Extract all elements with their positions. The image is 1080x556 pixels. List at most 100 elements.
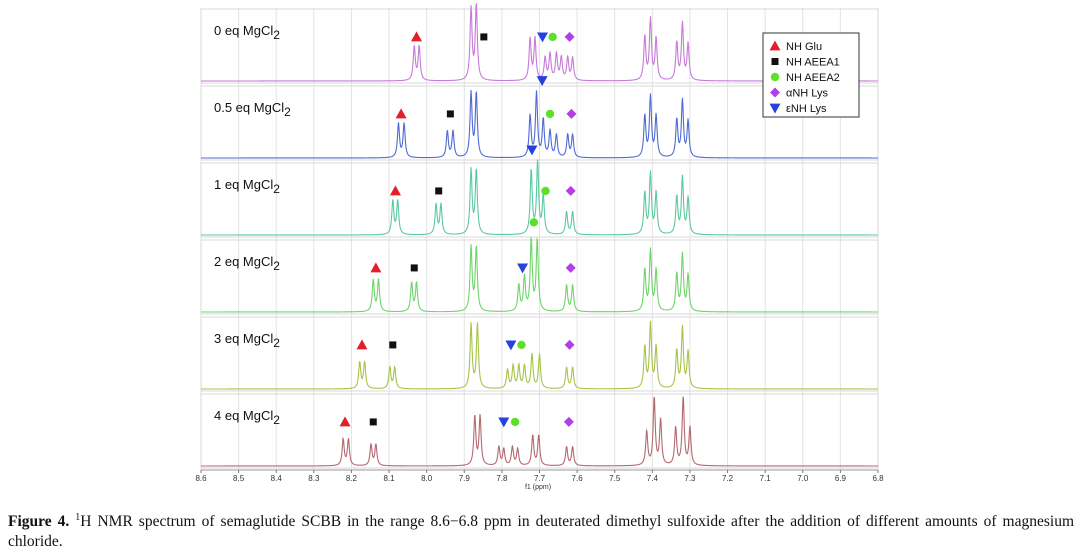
panel-label: 1 eq MgCl2 [214, 177, 280, 196]
panel-label-main: 2 eq MgCl [214, 254, 273, 269]
alpha-nh-lys-marker [566, 108, 577, 119]
spectrum-panel: 2 eq MgCl2 [201, 218, 878, 313]
x-tick-label: 7.0 [797, 474, 809, 483]
epsilon-nh-lys-marker [498, 417, 510, 428]
epsilon-nh-lys-marker [769, 103, 781, 114]
spectrum-line [201, 236, 878, 313]
panel-label: 0 eq MgCl2 [214, 23, 280, 42]
panel-frame [200, 239, 879, 315]
panel-label-subscript: 2 [273, 336, 280, 350]
nh-aeea1-marker [435, 187, 443, 195]
nh-aeea1-marker [369, 418, 377, 426]
x-tick-label: 7.7 [534, 474, 546, 483]
epsilon-nh-lys-marker [537, 32, 549, 43]
x-tick-label: 7.6 [572, 474, 584, 483]
caption-text: H NMR spectrum of semaglutide SCBB in th… [8, 513, 1075, 551]
x-tick-label: 8.5 [233, 474, 245, 483]
spectrum-panel: 3 eq MgCl2 [201, 320, 878, 390]
alpha-nh-lys-marker [770, 87, 780, 98]
nh-aeea2-marker [545, 109, 555, 119]
panel-label-subscript: 2 [273, 259, 280, 273]
nh-glu-marker [411, 31, 423, 42]
panel-label-main: 0.5 eq MgCl [214, 100, 284, 115]
legend-entry-label: NH Glu [786, 41, 822, 53]
nh-glu-marker [339, 416, 351, 427]
x-tick-label: 7.9 [459, 474, 471, 483]
panel-label-subscript: 2 [273, 182, 280, 196]
panel-label-main: 1 eq MgCl [214, 177, 273, 192]
x-tick-label: 8.6 [195, 474, 207, 483]
panel-label-main: 3 eq MgCl [214, 331, 273, 346]
spectrum-panel: 0.5 eq MgCl2 [201, 76, 878, 159]
epsilon-nh-lys-marker [526, 145, 538, 156]
panel-label-main: 0 eq MgCl [214, 23, 273, 38]
x-tick-label: 7.2 [722, 474, 734, 483]
x-tick-label: 6.8 [872, 474, 884, 483]
legend-box [762, 32, 860, 118]
legend-entry-label: NH AEEA2 [786, 72, 840, 84]
caption-label: Figure 4. [8, 513, 70, 531]
x-tick-label: 7.4 [647, 474, 659, 483]
spectrum-line [201, 159, 878, 236]
nh-aeea1-marker [389, 341, 397, 349]
panel-label: 3 eq MgCl2 [214, 331, 280, 350]
panel-label-main: 4 eq MgCl [214, 408, 273, 423]
nh-aeea2-marker [770, 72, 780, 82]
legend-entry-label: αNH Lys [786, 88, 829, 100]
x-tick-label: 6.9 [835, 474, 847, 483]
x-axis: 8.6 8.5 8.4 8.3 8.2 8.1 8.0 7.9 7.8 7.7 7.6 7.5 7.4 7… [195, 469, 884, 483]
x-tick-label: 8.3 [308, 474, 320, 483]
epsilon-nh-lys-marker [536, 76, 548, 86]
nh-aeea2-marker [529, 218, 539, 227]
panel-label: 0.5 eq MgCl2 [214, 100, 291, 119]
x-tick-label: 7.1 [760, 474, 772, 483]
alpha-nh-lys-marker [563, 416, 574, 427]
x-tick-label: 8.1 [383, 474, 395, 483]
epsilon-nh-lys-marker [505, 340, 517, 351]
nh-glu-marker [356, 339, 368, 350]
x-tick-label: 7.3 [684, 474, 696, 483]
panel-label-subscript: 2 [284, 105, 291, 119]
alpha-nh-lys-marker [564, 31, 575, 42]
panel-frame [200, 8, 879, 84]
legend-entry-label: NH AEEA1 [786, 57, 840, 69]
nh-glu-marker [395, 108, 407, 119]
nh-glu-marker [389, 185, 401, 196]
caption-superscript: 1 [75, 512, 81, 523]
panel-label: 2 eq MgCl2 [214, 254, 280, 273]
figure-caption: Figure 4. 1H NMR spectrum of semaglutide… [8, 508, 1074, 552]
spectrum-panel: 0 eq MgCl2 [201, 3, 878, 82]
x-tick-label: 8.2 [346, 474, 358, 483]
x-tick-label: 8.0 [421, 474, 433, 483]
x-tick-label: 8.4 [271, 474, 283, 483]
vertical-gridlines [200, 8, 879, 470]
panel-label: 4 eq MgCl2 [214, 408, 280, 427]
legend: NH Glu NH AEEA1 NH AEEA2 αNH Lys εNH Lys [762, 32, 860, 118]
alpha-nh-lys-marker [565, 262, 576, 273]
panel-label-subscript: 2 [273, 28, 280, 42]
panel-label-subscript: 2 [273, 413, 280, 427]
spectrum-panel: 1 eq MgCl2 [201, 145, 878, 236]
panel-frame [200, 85, 879, 161]
spectrum-panel: 4 eq MgCl2 [201, 396, 878, 467]
spectrum-line [201, 396, 878, 467]
nh-aeea2-marker [510, 417, 520, 427]
nh-aeea2-marker [541, 186, 550, 196]
panel-frame [200, 162, 879, 238]
nh-aeea2-marker [517, 340, 526, 350]
x-axis-label: f1 (ppm) [525, 484, 551, 491]
epsilon-nh-lys-marker [517, 263, 529, 274]
nh-glu-marker [769, 40, 781, 51]
nh-aeea1-marker [480, 33, 488, 41]
alpha-nh-lys-marker [565, 185, 576, 196]
nh-aeea1-marker [771, 58, 779, 65]
panel-frame [200, 316, 879, 392]
alpha-nh-lys-marker [564, 339, 575, 350]
nh-aeea1-marker [446, 110, 454, 118]
x-tick-label: 7.8 [496, 474, 508, 483]
nh-aeea2-marker [548, 32, 557, 42]
x-tick-label: 7.5 [609, 474, 621, 483]
nh-glu-marker [370, 262, 382, 273]
